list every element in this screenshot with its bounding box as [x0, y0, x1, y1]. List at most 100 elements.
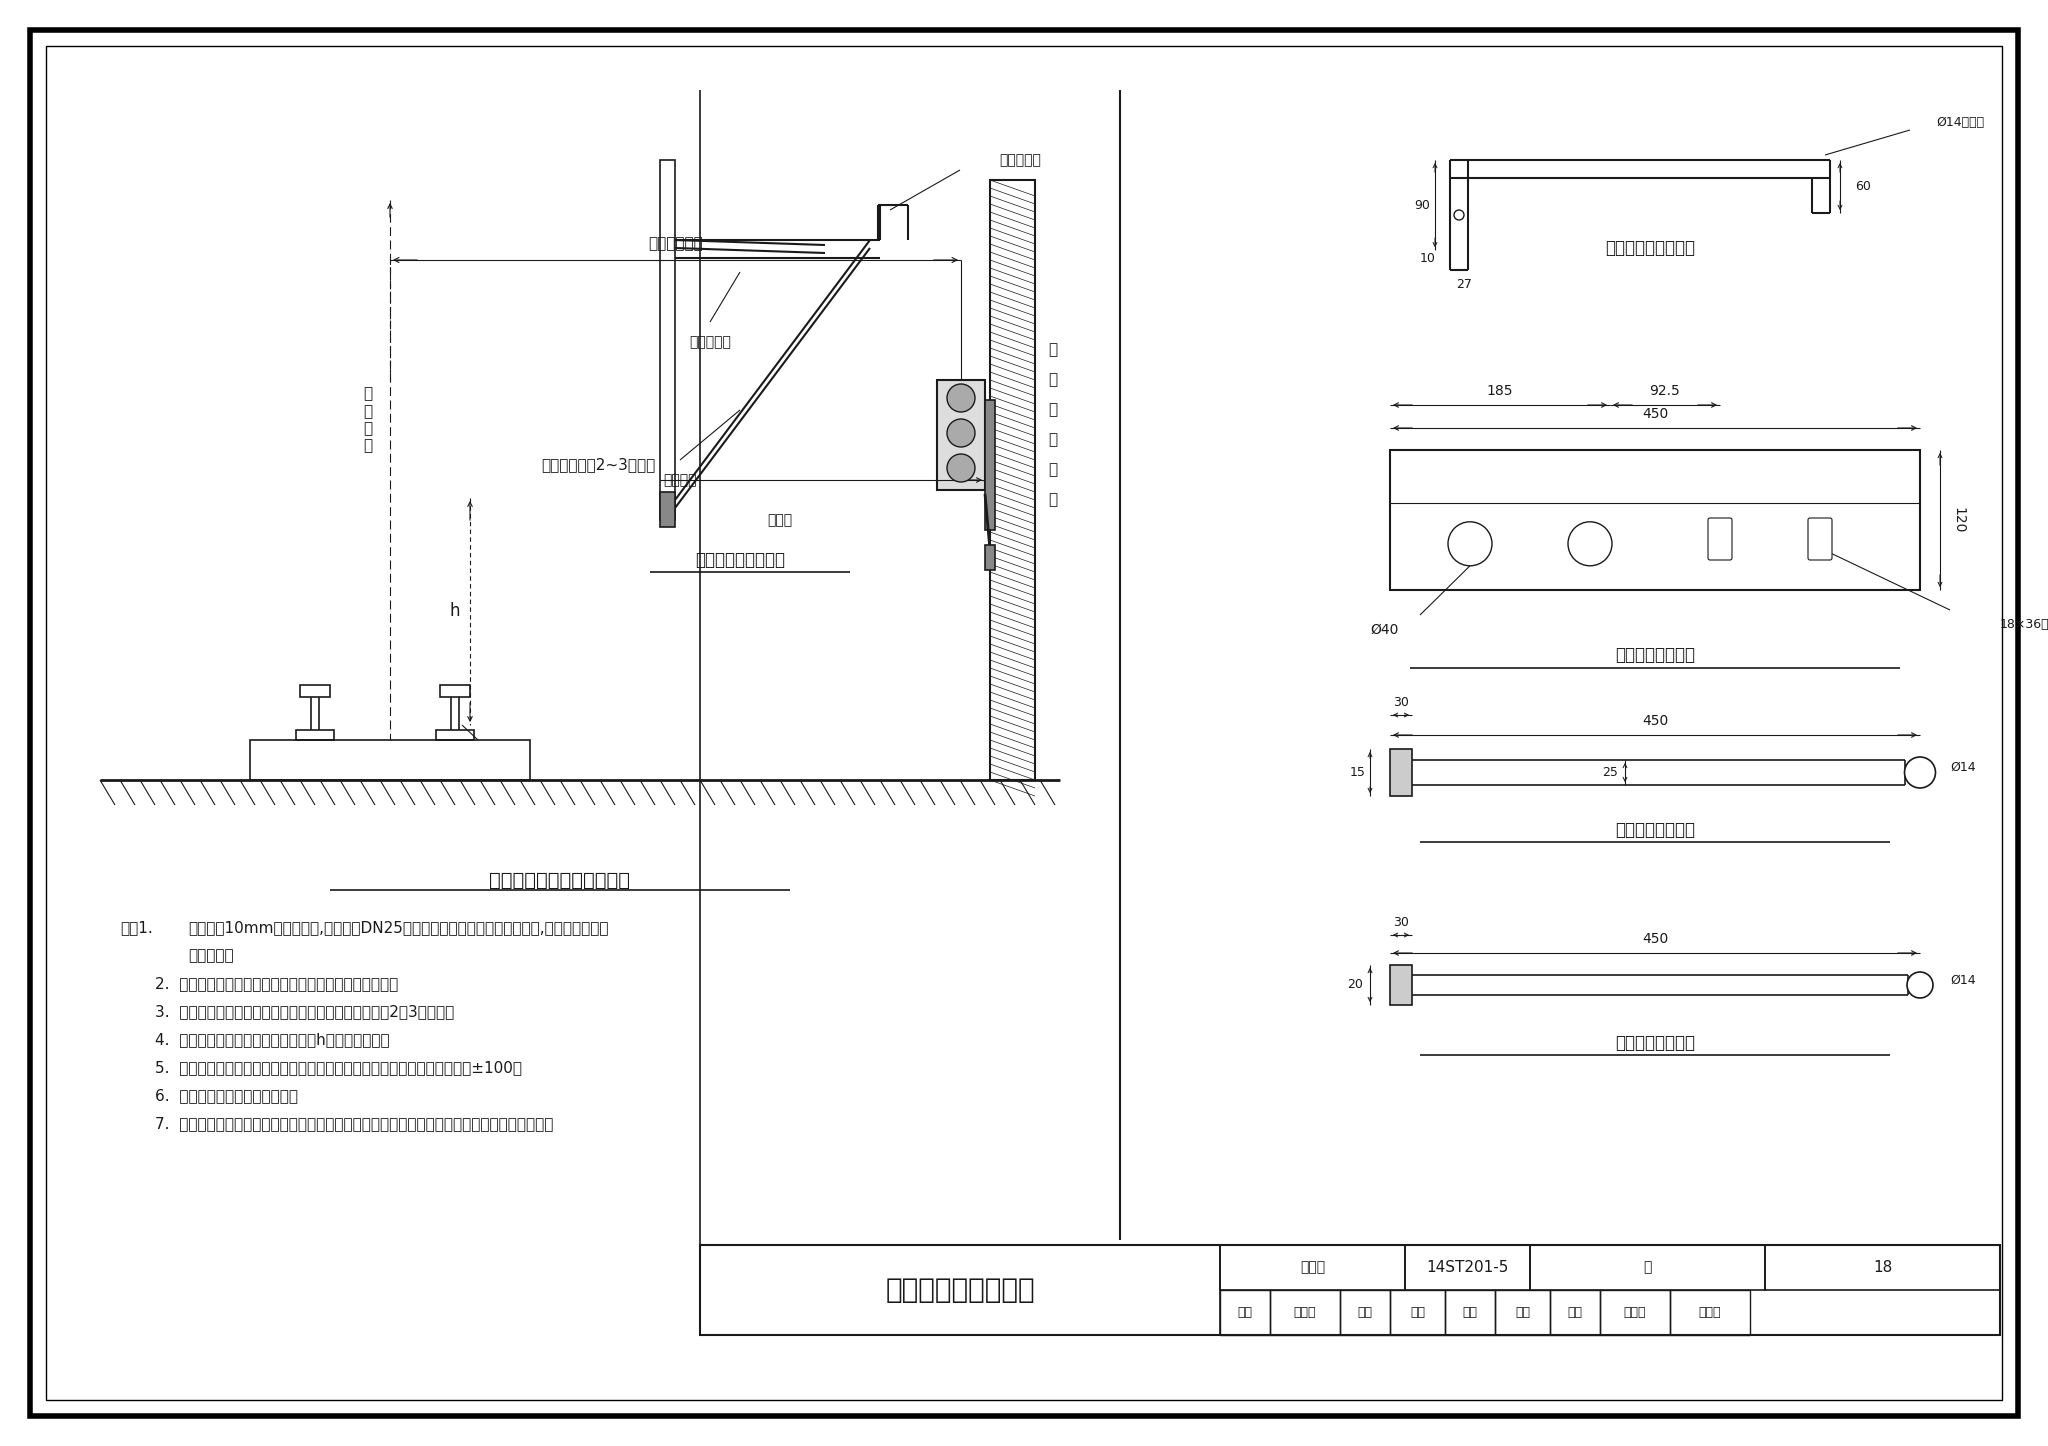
Bar — [440, 685, 469, 697]
Text: 18: 18 — [1872, 1259, 1892, 1275]
Text: 25: 25 — [1602, 766, 1618, 779]
Text: 7.  信号机金属支架有接地要求时，应保证接地良好；有绝缘要求时，绝缘电阻应符合设计要求。: 7. 信号机金属支架有接地要求时，应保证接地良好；有绝缘要求时，绝缘电阻应符合设… — [156, 1116, 553, 1131]
Text: 钮仝: 钮仝 — [1516, 1306, 1530, 1319]
Bar — [938, 380, 985, 490]
Text: 18×36长条孔: 18×36长条孔 — [2001, 619, 2048, 632]
Bar — [659, 161, 676, 521]
Text: 6.  信号机机构应保证接地良好。: 6. 信号机机构应保证接地良好。 — [156, 1087, 299, 1103]
Bar — [989, 179, 1034, 779]
Text: 支架式信号机安装图: 支架式信号机安装图 — [885, 1275, 1034, 1304]
Text: 螺杆露出螺帽2~3个螺距: 螺杆露出螺帽2~3个螺距 — [541, 457, 655, 473]
Text: 线
路
中
心: 线 路 中 心 — [362, 386, 373, 454]
Bar — [1391, 964, 1411, 1005]
Text: 120: 120 — [1952, 506, 1964, 534]
Text: 信号机托板俯视图: 信号机托板俯视图 — [1616, 646, 1696, 664]
Text: 92.5: 92.5 — [1649, 385, 1679, 398]
Text: 挂壁式支架正立面图: 挂壁式支架正立面图 — [694, 551, 784, 568]
Text: 注：1.: 注：1. — [121, 920, 154, 936]
FancyBboxPatch shape — [1708, 518, 1733, 560]
Circle shape — [1454, 210, 1464, 220]
Text: 隧: 隧 — [1049, 343, 1057, 357]
Bar — [1495, 1290, 1550, 1335]
Text: 张天军: 张天军 — [1294, 1306, 1317, 1319]
Bar — [1391, 450, 1921, 590]
Bar — [659, 492, 676, 526]
Text: 450: 450 — [1642, 933, 1669, 946]
Bar — [250, 740, 530, 779]
Bar — [1765, 1245, 2001, 1290]
Text: Ø40: Ø40 — [1370, 623, 1399, 638]
Bar — [985, 545, 995, 570]
Bar — [985, 401, 995, 531]
Text: 450: 450 — [1642, 406, 1669, 421]
Bar — [1339, 1290, 1391, 1335]
Text: 3.  信号机构及配件的紧固件应平衡拧紧，螺杆露出螺帽2～3个螺距。: 3. 信号机构及配件的紧固件应平衡拧紧，螺杆露出螺帽2～3个螺距。 — [156, 1004, 455, 1019]
Text: 30: 30 — [1393, 697, 1409, 710]
Text: h: h — [451, 603, 461, 620]
Circle shape — [946, 419, 975, 447]
Text: 10: 10 — [1419, 252, 1436, 265]
Bar — [1669, 1290, 1749, 1335]
Text: 185: 185 — [1487, 385, 1513, 398]
Text: 审核: 审核 — [1237, 1306, 1253, 1319]
Text: 魏晓东: 魏晓东 — [1624, 1306, 1647, 1319]
Text: 27: 27 — [1456, 279, 1473, 292]
Text: 校对: 校对 — [1358, 1306, 1372, 1319]
Text: 挂壁式信号机安装正立面图: 挂壁式信号机安装正立面图 — [489, 870, 631, 889]
Circle shape — [946, 385, 975, 412]
Text: 设计: 设计 — [1567, 1306, 1583, 1319]
Text: 龙小龙: 龙小龙 — [1698, 1306, 1720, 1319]
Text: 90: 90 — [1413, 198, 1430, 211]
Text: 壁: 壁 — [1049, 402, 1057, 418]
Text: 图集号: 图集号 — [1300, 1261, 1325, 1274]
Text: 页: 页 — [1642, 1261, 1651, 1274]
Bar — [1599, 1290, 1669, 1335]
Text: 450: 450 — [1642, 714, 1669, 727]
Text: 张金: 张金 — [1409, 1306, 1425, 1319]
Text: 5.  信号机托架顶面水平，配件完整，安装牢固，信号机安装高度允许偏差为±100。: 5. 信号机托架顶面水平，配件完整，安装牢固，信号机安装高度允许偏差为±100。 — [156, 1060, 522, 1074]
FancyBboxPatch shape — [1808, 518, 1833, 560]
Text: Ø14: Ø14 — [1950, 973, 1976, 986]
Text: 15: 15 — [1350, 766, 1366, 779]
Bar — [436, 730, 473, 740]
Text: 电缆引入管: 电缆引入管 — [688, 335, 731, 348]
Bar — [1446, 1290, 1495, 1335]
Text: 2.  信号机安装位置应符合设计规定，严禁侵入设备限界。: 2. 信号机安装位置应符合设计规定，严禁侵入设备限界。 — [156, 976, 397, 991]
Bar — [1550, 1290, 1599, 1335]
Text: 核心: 核心 — [1462, 1306, 1477, 1319]
Circle shape — [1907, 972, 1933, 998]
Text: 支撑拉杆: 支撑拉杆 — [664, 473, 696, 487]
Bar — [1391, 749, 1411, 795]
Text: 支撑架: 支撑架 — [768, 513, 793, 526]
Bar — [1391, 1290, 1446, 1335]
Bar — [297, 730, 334, 740]
Text: 4.  信号机托架顶面距钢轨顶面的距离h符合设计要求。: 4. 信号机托架顶面距钢轨顶面的距离h符合设计要求。 — [156, 1032, 389, 1047]
Circle shape — [1905, 758, 1935, 788]
Bar — [700, 1245, 1221, 1335]
Text: 侧: 侧 — [1049, 463, 1057, 477]
Bar — [1221, 1245, 1405, 1290]
Text: 螺栓连接。: 螺栓连接。 — [188, 949, 233, 963]
Text: 墙: 墙 — [1049, 493, 1057, 508]
Text: 支撑拉杆侧立面图: 支撑拉杆侧立面图 — [1616, 1034, 1696, 1053]
Text: 60: 60 — [1855, 179, 1872, 192]
Text: 20: 20 — [1348, 979, 1362, 992]
Bar — [1221, 1290, 1270, 1335]
Text: Ø14固定孔: Ø14固定孔 — [1935, 116, 1985, 129]
Bar — [299, 685, 330, 697]
Text: 信号机托板: 信号机托板 — [999, 153, 1040, 166]
Text: 支撑拉杆正立面图: 支撑拉杆正立面图 — [1616, 821, 1696, 839]
Circle shape — [946, 454, 975, 482]
Text: 道: 道 — [1049, 373, 1057, 388]
Text: 或: 或 — [1049, 432, 1057, 447]
Bar — [700, 1245, 2001, 1335]
Circle shape — [1448, 522, 1493, 565]
Text: 符合设计要求: 符合设计要求 — [647, 237, 702, 252]
Bar — [1270, 1290, 1339, 1335]
Bar — [1530, 1245, 1765, 1290]
Text: 支架采用10mm厚钢板加工,拉杆采用DN25镀锌钢管加工，连接部位焊接牢固,拉杆与托板使用: 支架采用10mm厚钢板加工,拉杆采用DN25镀锌钢管加工，连接部位焊接牢固,拉杆… — [188, 920, 608, 936]
Text: Ø14: Ø14 — [1950, 761, 1976, 774]
Text: 信号机托板正立面图: 信号机托板正立面图 — [1606, 239, 1696, 257]
Text: 14ST201-5: 14ST201-5 — [1425, 1259, 1507, 1275]
Text: 30: 30 — [1393, 917, 1409, 930]
